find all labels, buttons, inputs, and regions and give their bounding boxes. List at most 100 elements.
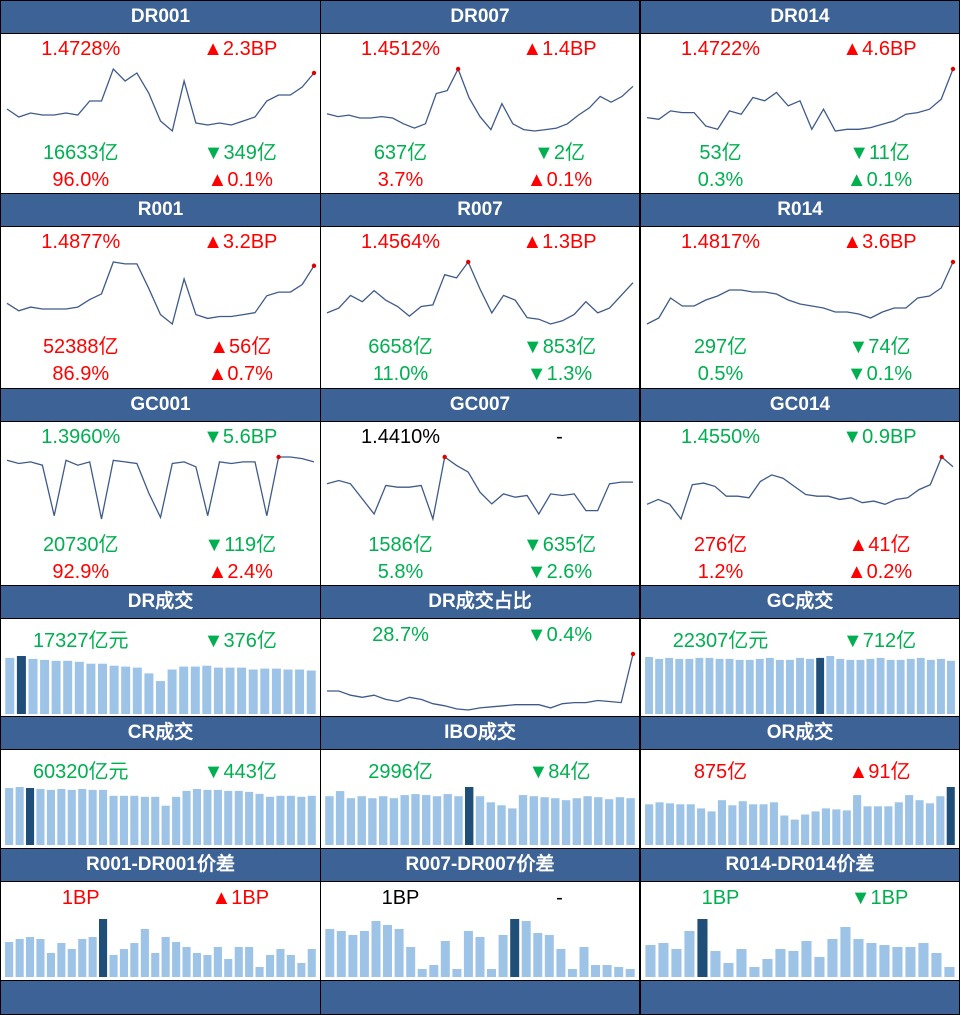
metric-change: ▼0.9BP (842, 426, 917, 448)
metric-value: 92.9% (52, 561, 110, 583)
metric-row: 1.4728% ▲2.3BP (1, 38, 320, 64)
metric-change: ▲0.1% (846, 169, 913, 191)
bar (182, 947, 191, 977)
bar (583, 796, 592, 845)
metric-change: ▼376亿 (203, 630, 277, 652)
bar (788, 951, 799, 977)
panel-dr007: DR007 1.4512% ▲1.4BP 637亿 ▼2亿 3.7% ▲0.1% (320, 0, 640, 195)
metric-value: 60320亿元 (32, 761, 129, 783)
bar (371, 921, 381, 977)
bar (140, 929, 149, 977)
bar (918, 943, 929, 977)
metric-row: 5.8% ▼2.6% (321, 561, 639, 586)
bar (213, 667, 223, 714)
bar (806, 658, 814, 714)
sparkline-marker (466, 259, 471, 265)
panel-r014-dr014价差: R014-DR014价差 1BP ▼1BP (640, 848, 960, 982)
metric-row: 60320亿元 ▼443亿 (1, 755, 320, 783)
bar (74, 661, 84, 714)
metric-change: ▼443亿 (203, 761, 277, 783)
metric-row: 28.7% ▼0.4% (321, 624, 639, 650)
bar (755, 658, 764, 714)
bar (915, 800, 924, 845)
bar (161, 805, 170, 845)
footer-bar (640, 980, 960, 1015)
bar (379, 796, 388, 845)
bar (411, 794, 420, 845)
metric-row: 1.4877% ▲3.2BP (1, 231, 320, 257)
bar (28, 658, 38, 714)
bar (5, 942, 14, 977)
panel-title: DR001 (1, 1, 320, 34)
metric-row: 1.4550% ▼0.9BP (641, 426, 959, 452)
bar (780, 815, 789, 845)
bar (46, 953, 55, 977)
sparkline-chart (327, 651, 636, 711)
bar (422, 795, 431, 845)
metric-change: ▲0.2% (846, 561, 913, 583)
metric-value: 1.4410% (361, 426, 440, 448)
bar (86, 663, 96, 714)
bar (497, 805, 506, 845)
panel-title: DR007 (321, 1, 639, 34)
metric-change: ▼635亿 (522, 534, 597, 556)
metric-row: 22307亿元 ▼712亿 (641, 624, 959, 652)
metric-value: 53亿 (699, 142, 742, 164)
metric-change: ▼5.6BP (203, 426, 278, 448)
bar (192, 789, 201, 845)
bar (695, 657, 704, 714)
bar (735, 659, 744, 714)
bar (936, 796, 945, 845)
sparkline-series (6, 456, 315, 520)
bar (925, 803, 934, 845)
bar (151, 953, 160, 977)
metric-value: 1.4728% (41, 38, 121, 60)
panel-gc001: GC001 1.3960% ▼5.6BP 20730亿 ▼119亿 92.9% ▲2.4% (0, 388, 321, 587)
bar (224, 959, 233, 977)
bar (237, 667, 247, 714)
metric-value: 276亿 (693, 534, 748, 556)
sparkline-marker (939, 454, 944, 460)
bar (926, 659, 935, 714)
bar (51, 660, 61, 714)
metric-row: 53亿 ▼11亿 (641, 136, 959, 164)
metric-change: ▼2亿 (534, 142, 585, 164)
bar (591, 965, 600, 977)
metric-row: 16633亿 ▼349亿 (1, 136, 320, 164)
bar (602, 965, 612, 977)
bar (283, 669, 293, 714)
metric-change: ▲0.7% (207, 363, 273, 385)
bar (655, 802, 664, 845)
metric-change: ▲41亿 (848, 534, 911, 556)
sparkline-chart (326, 454, 633, 522)
metric-row: 1.2% ▲0.2% (641, 561, 959, 586)
sparkline-series (6, 261, 315, 326)
bar-chart (645, 919, 955, 977)
metric-change: ▼0.4% (526, 624, 593, 646)
bar (518, 795, 528, 845)
metric-change: ▼1.3% (526, 363, 593, 385)
bar (717, 800, 726, 845)
bar (916, 657, 925, 714)
bar (906, 658, 915, 714)
bar (544, 935, 554, 977)
metric-row: 11.0% ▼1.3% (321, 363, 639, 388)
sparkline-series (327, 653, 634, 711)
metric-change: ▼2.6% (526, 561, 593, 583)
bar (271, 668, 281, 714)
metric-value: 1BP (701, 887, 740, 909)
sparkline-chart (326, 259, 634, 325)
metric-change: ▼74亿 (848, 336, 911, 358)
bar (521, 921, 531, 977)
sparkline-marker (630, 651, 636, 657)
bar (46, 789, 55, 845)
metric-row: 1.4817% ▲3.6BP (641, 231, 959, 257)
bar (866, 658, 875, 714)
bar (873, 806, 882, 845)
panel-r001-dr001价差: R001-DR001价差 1BP ▲1BP (0, 848, 321, 982)
metric-change: ▼1BP (850, 887, 909, 909)
bar (671, 949, 682, 977)
panel-title: GC014 (641, 389, 959, 422)
bar (452, 969, 462, 977)
